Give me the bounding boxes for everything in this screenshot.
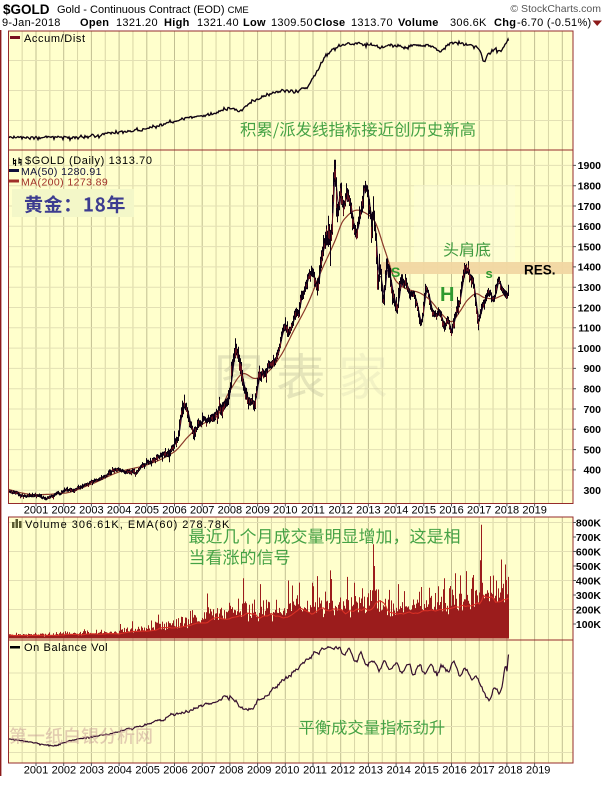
svg-text:2001: 2001 [24,505,48,517]
svg-text:2012: 2012 [331,765,355,777]
svg-text:1313.70: 1313.70 [351,17,393,29]
svg-text:1200: 1200 [578,302,602,314]
svg-text:1300: 1300 [578,282,602,294]
svg-text:2004: 2004 [107,505,131,517]
svg-text:2008: 2008 [218,505,242,517]
svg-text:High: High [164,17,190,29]
svg-text:9-Jan-2018: 9-Jan-2018 [2,17,61,29]
svg-text:800K: 800K [576,517,602,529]
svg-text:1321.40: 1321.40 [197,17,239,29]
svg-text:2012: 2012 [328,505,352,517]
svg-text:1600: 1600 [578,221,602,233]
svg-text:2005: 2005 [135,505,159,517]
svg-text:2017: 2017 [470,765,494,777]
svg-text:2019: 2019 [526,765,550,777]
svg-text:306.6K: 306.6K [450,17,487,29]
svg-text:2011: 2011 [303,765,327,777]
svg-text:2016: 2016 [442,765,466,777]
svg-text:2010: 2010 [275,765,299,777]
svg-text:$GOLD: $GOLD [3,2,50,17]
svg-text:2006: 2006 [163,765,187,777]
svg-text:2007: 2007 [191,765,215,777]
svg-text:2002: 2002 [51,505,75,517]
svg-text:1100: 1100 [578,323,601,335]
svg-text:2001: 2001 [24,765,48,777]
svg-text:2015: 2015 [412,505,436,517]
svg-text:1321.20: 1321.20 [116,17,158,29]
svg-text:400K: 400K [576,575,602,587]
svg-text:600: 600 [583,424,601,436]
svg-text:2004: 2004 [107,765,131,777]
svg-text:1900: 1900 [578,160,602,172]
svg-text:2009: 2009 [247,765,271,777]
svg-text:2006: 2006 [162,505,186,517]
svg-text:$GOLD (Daily) 1313.70: $GOLD (Daily) 1313.70 [25,155,153,167]
svg-text:200K: 200K [576,604,602,616]
svg-text:600K: 600K [576,546,602,558]
svg-text:700K: 700K [576,532,602,544]
svg-text:2011: 2011 [301,505,325,517]
svg-text:2009: 2009 [245,505,269,517]
svg-text:1000: 1000 [578,343,602,355]
svg-text:MA(50) 1280.91: MA(50) 1280.91 [21,166,102,178]
svg-text:1309.50: 1309.50 [271,17,313,29]
svg-text:Low: Low [243,17,266,29]
svg-text:s: s [486,266,493,281]
svg-text:2014: 2014 [386,765,410,777]
svg-text:1500: 1500 [578,241,602,253]
svg-text:800: 800 [583,384,601,396]
svg-text:Gold - Continuous Contract (EO: Gold - Continuous Contract (EOD) CME [57,4,249,16]
svg-text:Volume 306.61K, EMA(60) 278.78: Volume 306.61K, EMA(60) 278.78K [25,519,230,531]
svg-text:2017: 2017 [467,505,491,517]
svg-text:700: 700 [583,404,601,416]
svg-text:2003: 2003 [79,505,103,517]
svg-text:500K: 500K [576,561,602,573]
svg-text:1800: 1800 [578,181,602,193]
svg-text:2015: 2015 [414,765,438,777]
svg-text:Close: Close [314,17,345,29]
svg-text:2019: 2019 [522,505,546,517]
svg-text:2008: 2008 [219,765,243,777]
svg-text:300K: 300K [576,590,602,602]
svg-text:2018: 2018 [498,765,522,777]
svg-text:2013: 2013 [356,505,380,517]
svg-text:RES.: RES. [524,263,556,278]
svg-text:2013: 2013 [359,765,383,777]
svg-text:H: H [440,284,454,306]
svg-text:1700: 1700 [578,201,602,213]
svg-text:Chg: Chg [494,17,516,29]
svg-text:Open: Open [80,17,109,29]
svg-text:2007: 2007 [190,505,214,517]
svg-text:2016: 2016 [439,505,463,517]
svg-text:2002: 2002 [52,765,76,777]
svg-text:300: 300 [583,485,601,497]
svg-text:-6.70 (-0.51%): -6.70 (-0.51%) [517,17,592,29]
svg-text:2003: 2003 [80,765,104,777]
svg-text:On Balance Vol: On Balance Vol [24,642,108,654]
svg-text:2010: 2010 [273,505,297,517]
svg-text:900: 900 [583,363,601,375]
svg-text:1400: 1400 [578,262,602,274]
svg-text:MA(200) 1273.89: MA(200) 1273.89 [21,177,108,189]
svg-text:2005: 2005 [135,765,159,777]
svg-text:100K: 100K [576,619,602,631]
svg-text:© StockCharts.com: © StockCharts.com [510,3,601,15]
svg-text:S: S [391,264,400,280]
svg-text:500: 500 [583,444,601,456]
svg-text:400: 400 [583,465,601,477]
svg-text:2018: 2018 [495,505,519,517]
svg-text:Volume: Volume [398,17,439,29]
svg-text:2014: 2014 [384,505,408,517]
svg-text:Accum/Dist: Accum/Dist [24,33,86,45]
